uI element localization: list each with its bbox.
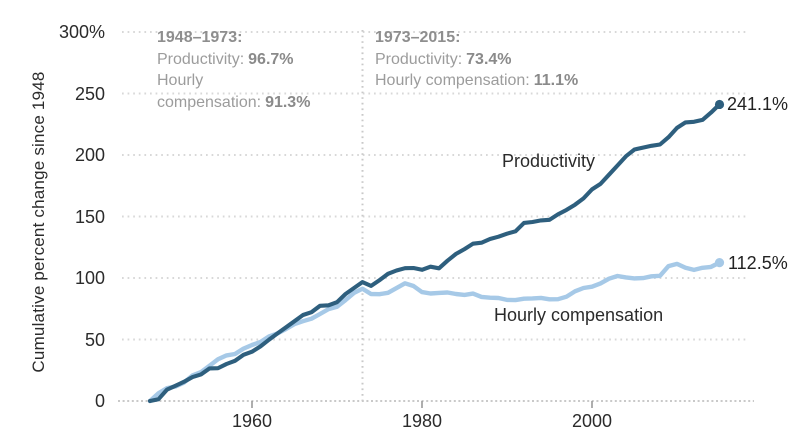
x-tick-label-1980: 1980	[401, 411, 443, 431]
annotation-value: 96.7%	[248, 50, 294, 68]
annotation-label: Hourly compensation:	[375, 72, 530, 89]
annotation-period2-productivity: Productivity: 73.4%	[375, 49, 635, 71]
productivity-end-value-label: 241.1%	[727, 94, 789, 114]
annotation-period2-title: 1973–2015:	[375, 29, 461, 46]
x-tick-label-1960: 1960	[231, 411, 273, 431]
compensation-end-value-label: 112.5%	[728, 253, 788, 273]
y-tick-label-150: 150	[74, 206, 105, 227]
annotation-1973-2015: 1973–2015: Productivity: 73.4% Hourly com…	[375, 27, 635, 92]
x-tick-label-2000: 2000	[571, 411, 613, 431]
y-tick-label-100: 100	[74, 268, 105, 288]
annotation-value: 11.1%	[533, 72, 579, 89]
annotation-period2-compensation: Hourly compensation: 11.1%	[375, 70, 635, 92]
productivity-line	[147, 102, 722, 404]
y-tick-label-0: 0	[94, 391, 105, 411]
productivity-line-label: Productivity	[502, 151, 596, 171]
annotation-label: compensation:	[157, 93, 262, 111]
y-tick-label-250: 250	[74, 83, 105, 104]
annotation-period1-compensation-line1: Hourly	[157, 70, 342, 92]
annotation-value: 91.3%	[265, 93, 311, 111]
compensation-line	[147, 260, 722, 404]
annotation-label: Productivity:	[375, 50, 463, 68]
y-tick-label-300: 300%	[58, 22, 105, 42]
y-tick-label-200: 200	[74, 145, 105, 165]
annotation-label: Hourly	[157, 72, 204, 89]
compensation-line-label: Hourly compensation	[494, 305, 664, 325]
y-tick-label-50: 50	[84, 329, 105, 350]
annotation-label: Productivity:	[157, 50, 245, 68]
annotation-value: 73.4%	[466, 50, 512, 68]
annotation-period1-compensation-line2: compensation: 91.3%	[157, 92, 342, 114]
annotation-1948-1973: 1948–1973: Productivity: 96.7% Hourly com…	[157, 27, 342, 113]
annotation-period1-title: 1948–1973:	[157, 29, 243, 46]
compensation-end-dot	[714, 258, 725, 268]
productivity-end-dot	[714, 99, 725, 110]
annotation-period1-productivity: Productivity: 96.7%	[157, 49, 342, 71]
